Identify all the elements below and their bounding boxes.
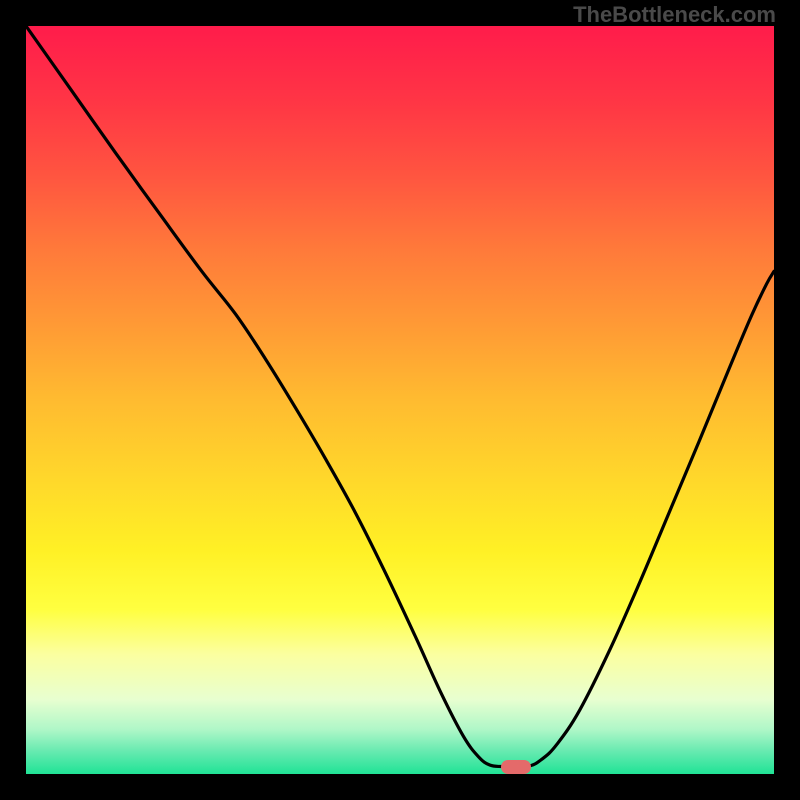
watermark-text: TheBottleneck.com bbox=[573, 2, 776, 28]
chart-frame: TheBottleneck.com bbox=[0, 0, 800, 800]
optimum-marker bbox=[501, 760, 531, 774]
plot-area bbox=[26, 26, 774, 774]
bottleneck-curve bbox=[26, 26, 774, 767]
curve-layer bbox=[26, 26, 774, 774]
